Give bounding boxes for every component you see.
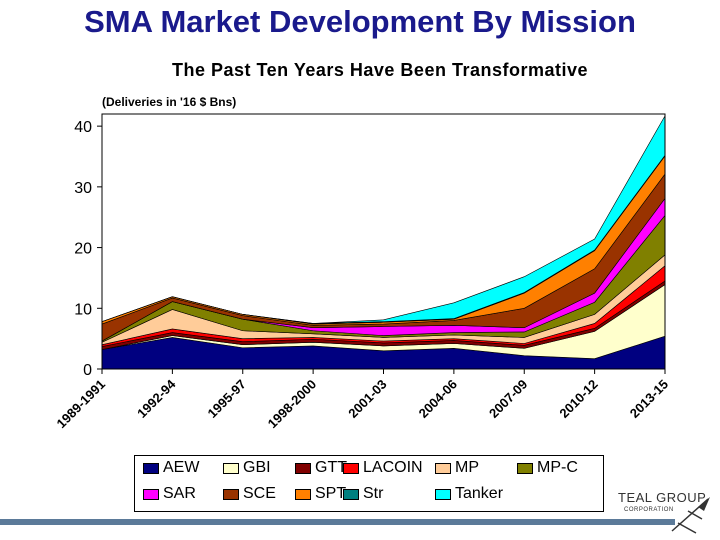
legend-label: Str bbox=[363, 485, 384, 502]
legend-label: SPT bbox=[315, 485, 347, 502]
legend-item-spt: SPT bbox=[295, 485, 346, 503]
area-chart: (Deliveries in '16 $ Bns) 0 10 20 30 40 1989-… bbox=[54, 95, 672, 432]
legend-item-gtt: GTT bbox=[295, 459, 347, 477]
legend-label: Tanker bbox=[455, 485, 504, 502]
legend-swatch bbox=[223, 462, 239, 474]
unit-label: (Deliveries in '16 $ Bns) bbox=[102, 95, 236, 109]
x-tick-label: 1989-1991 bbox=[54, 377, 109, 432]
legend-item-sce: SCE bbox=[223, 485, 276, 503]
legend-swatch bbox=[295, 488, 311, 500]
legend-item-mp-c: MP-C bbox=[517, 459, 578, 477]
legend-label: LACOIN bbox=[363, 459, 423, 476]
legend-swatch bbox=[517, 462, 533, 474]
legend-label: MP-C bbox=[537, 459, 578, 476]
legend-swatch bbox=[143, 488, 159, 500]
legend-item-gbi: GBI bbox=[223, 459, 271, 477]
x-tick-label: 2004-06 bbox=[416, 377, 460, 421]
plane-logo-icon bbox=[671, 497, 710, 534]
x-tick-label: 1995-97 bbox=[205, 377, 249, 421]
y-tick-label: 30 bbox=[74, 180, 92, 197]
legend-swatch bbox=[295, 462, 311, 474]
x-tick-label: 1998-2000 bbox=[265, 377, 320, 432]
x-tick-label: 2013-15 bbox=[627, 377, 671, 421]
legend-swatch bbox=[343, 488, 359, 500]
legend-swatch bbox=[435, 462, 451, 474]
footer-divider bbox=[0, 519, 675, 525]
chart-title: SMA Market Development By Mission bbox=[84, 4, 636, 39]
legend-label: SAR bbox=[163, 485, 196, 502]
legend-item-lacoin: LACOIN bbox=[343, 459, 423, 477]
legend-swatch bbox=[435, 488, 451, 500]
company-logo-text: TEAL GROUP bbox=[618, 490, 707, 505]
x-tick-label: 2010-12 bbox=[556, 377, 600, 421]
y-tick-label: 20 bbox=[74, 241, 92, 258]
legend-swatch bbox=[143, 462, 159, 474]
y-tick-label: 0 bbox=[83, 362, 92, 379]
x-tick-label: 2001-03 bbox=[345, 377, 389, 421]
company-logo-subtext: CORPORATION bbox=[624, 507, 674, 513]
legend-swatch bbox=[343, 462, 359, 474]
legend-label: AEW bbox=[163, 459, 200, 476]
chart-subtitle: The Past Ten Years Have Been Transformat… bbox=[171, 60, 588, 80]
legend-label: GBI bbox=[243, 459, 271, 476]
legend: AEW GBI GTT LACOIN MP MP-C SAR SCE SPT Str Tanker bbox=[134, 455, 604, 512]
legend-label: SCE bbox=[243, 485, 276, 502]
y-tick-label: 40 bbox=[74, 119, 92, 136]
x-tick-label: 2007-09 bbox=[486, 377, 530, 421]
legend-item-str: Str bbox=[343, 485, 383, 503]
legend-item-tanker: Tanker bbox=[435, 485, 503, 503]
y-tick-label: 10 bbox=[74, 301, 92, 318]
x-tick-label: 1992-94 bbox=[134, 376, 179, 421]
legend-label: MP bbox=[455, 459, 479, 476]
legend-label: GTT bbox=[315, 459, 347, 476]
legend-swatch bbox=[223, 488, 239, 500]
legend-item-aew: AEW bbox=[143, 459, 199, 477]
legend-item-mp: MP bbox=[435, 459, 479, 477]
legend-item-sar: SAR bbox=[143, 485, 196, 503]
